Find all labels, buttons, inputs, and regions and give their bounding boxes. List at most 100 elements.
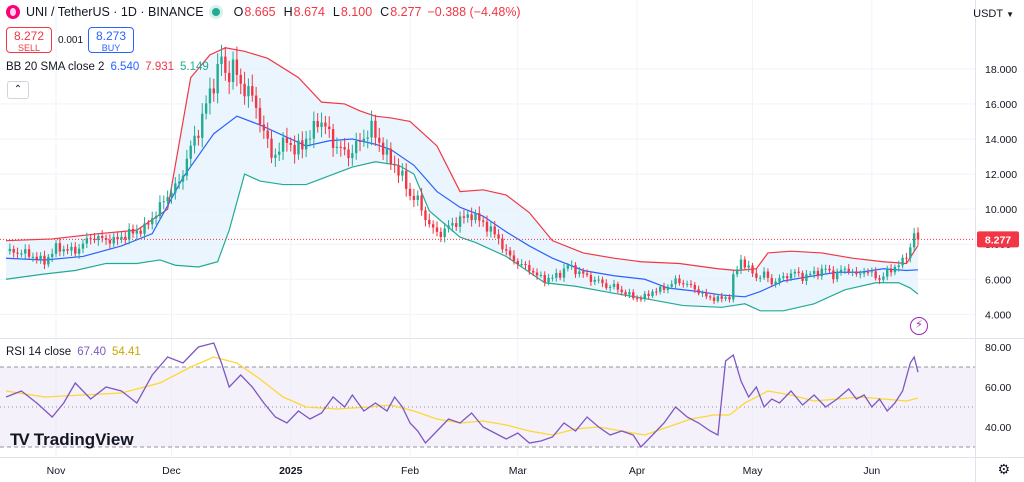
candle-body[interactable]: [812, 270, 816, 274]
candle-body[interactable]: [24, 249, 27, 254]
candle-body[interactable]: [12, 248, 15, 253]
candle-body[interactable]: [678, 278, 681, 284]
candle-body[interactable]: [39, 255, 42, 260]
candle-body[interactable]: [231, 59, 235, 83]
candle-body[interactable]: [204, 103, 208, 114]
candle-body[interactable]: [558, 272, 562, 278]
candle-body[interactable]: [547, 277, 550, 283]
candle-body[interactable]: [177, 181, 181, 184]
candle-body[interactable]: [601, 279, 604, 284]
candle-body[interactable]: [801, 272, 804, 281]
bb-lower-line[interactable]: [5, 161, 919, 312]
candle-body[interactable]: [643, 293, 646, 299]
candle-body[interactable]: [208, 88, 212, 104]
candle-body[interactable]: [274, 154, 277, 158]
candle-body[interactable]: [143, 223, 146, 234]
candle-body[interactable]: [112, 236, 115, 244]
candle-body[interactable]: [47, 256, 50, 265]
candle-body[interactable]: [655, 291, 658, 293]
buy-button[interactable]: 8.273 BUY: [88, 27, 134, 53]
candle-body[interactable]: [108, 239, 112, 244]
candle-body[interactable]: [393, 163, 396, 166]
candle-body[interactable]: [578, 271, 581, 275]
candle-body[interactable]: [335, 146, 339, 148]
candle-body[interactable]: [585, 273, 589, 275]
candle-body[interactable]: [720, 296, 723, 299]
candle-body[interactable]: [324, 122, 327, 127]
candle-body[interactable]: [520, 264, 523, 266]
candle-body[interactable]: [689, 283, 693, 285]
candle-body[interactable]: [58, 243, 62, 252]
candle-body[interactable]: [462, 216, 466, 218]
candle-body[interactable]: [389, 148, 393, 164]
candle-body[interactable]: [897, 265, 900, 267]
candle-body[interactable]: [608, 286, 612, 288]
candle-body[interactable]: [562, 268, 566, 278]
candle-body[interactable]: [331, 129, 335, 148]
candle-body[interactable]: [443, 228, 446, 238]
candle-body[interactable]: [766, 271, 770, 278]
candle-body[interactable]: [174, 183, 177, 193]
candle-body[interactable]: [258, 107, 262, 125]
candle-body[interactable]: [912, 233, 916, 248]
candle-body[interactable]: [104, 238, 108, 240]
candle-body[interactable]: [620, 289, 623, 293]
candle-body[interactable]: [308, 138, 312, 140]
candle-body[interactable]: [405, 170, 408, 189]
candle-body[interactable]: [293, 144, 296, 155]
candle-body[interactable]: [843, 268, 847, 270]
candle-body[interactable]: [408, 188, 412, 196]
candle-body[interactable]: [616, 283, 620, 290]
bb-upper-line[interactable]: [5, 47, 919, 272]
candle-body[interactable]: [116, 236, 119, 240]
candle-body[interactable]: [320, 122, 323, 128]
candle-body[interactable]: [528, 265, 531, 272]
candle-body[interactable]: [139, 230, 142, 234]
candle-body[interactable]: [147, 223, 150, 225]
candle-body[interactable]: [16, 252, 19, 254]
candle-body[interactable]: [278, 151, 281, 155]
candle-body[interactable]: [224, 56, 227, 73]
candle-body[interactable]: [555, 272, 558, 278]
bb-legend[interactable]: BB 20 SMA close 2 6.540 7.931 5.149: [6, 61, 209, 73]
candle-body[interactable]: [162, 201, 165, 203]
currency-selector[interactable]: USDT ▼: [973, 8, 1014, 20]
candle-body[interactable]: [612, 283, 616, 287]
candle-body[interactable]: [239, 74, 242, 84]
candle-body[interactable]: [701, 292, 704, 294]
candle-body[interactable]: [508, 250, 512, 256]
tradingview-logo[interactable]: TV TradingView: [10, 430, 134, 450]
candle-body[interactable]: [647, 293, 650, 296]
candle-body[interactable]: [716, 296, 720, 301]
candle-body[interactable]: [401, 170, 404, 176]
candle-body[interactable]: [339, 146, 342, 148]
candle-body[interactable]: [605, 283, 608, 288]
sell-button[interactable]: 8.272 SELL: [6, 27, 52, 53]
candle-body[interactable]: [774, 281, 777, 285]
candle-body[interactable]: [89, 238, 92, 240]
candle-body[interactable]: [81, 243, 85, 249]
candle-body[interactable]: [693, 284, 697, 290]
candle-body[interactable]: [154, 215, 158, 219]
candle-body[interactable]: [235, 59, 239, 75]
candle-body[interactable]: [866, 272, 870, 274]
candle-body[interactable]: [835, 271, 839, 280]
candle-body[interactable]: [127, 228, 131, 240]
candle-body[interactable]: [62, 249, 65, 252]
candle-body[interactable]: [478, 213, 481, 221]
candle-body[interactable]: [516, 261, 519, 265]
candle-body[interactable]: [639, 298, 643, 300]
gear-icon[interactable]: ⚙: [997, 461, 1010, 477]
candle-body[interactable]: [662, 286, 666, 290]
candle-body[interactable]: [120, 236, 123, 240]
candle-body[interactable]: [743, 259, 747, 268]
candle-body[interactable]: [189, 145, 192, 159]
candle-body[interactable]: [632, 292, 635, 299]
candle-body[interactable]: [470, 214, 473, 221]
candle-body[interactable]: [628, 292, 631, 295]
candle-body[interactable]: [366, 137, 369, 139]
candle-body[interactable]: [458, 216, 462, 227]
candle-body[interactable]: [216, 64, 219, 94]
candle-body[interactable]: [181, 175, 185, 182]
candle-body[interactable]: [793, 271, 797, 274]
